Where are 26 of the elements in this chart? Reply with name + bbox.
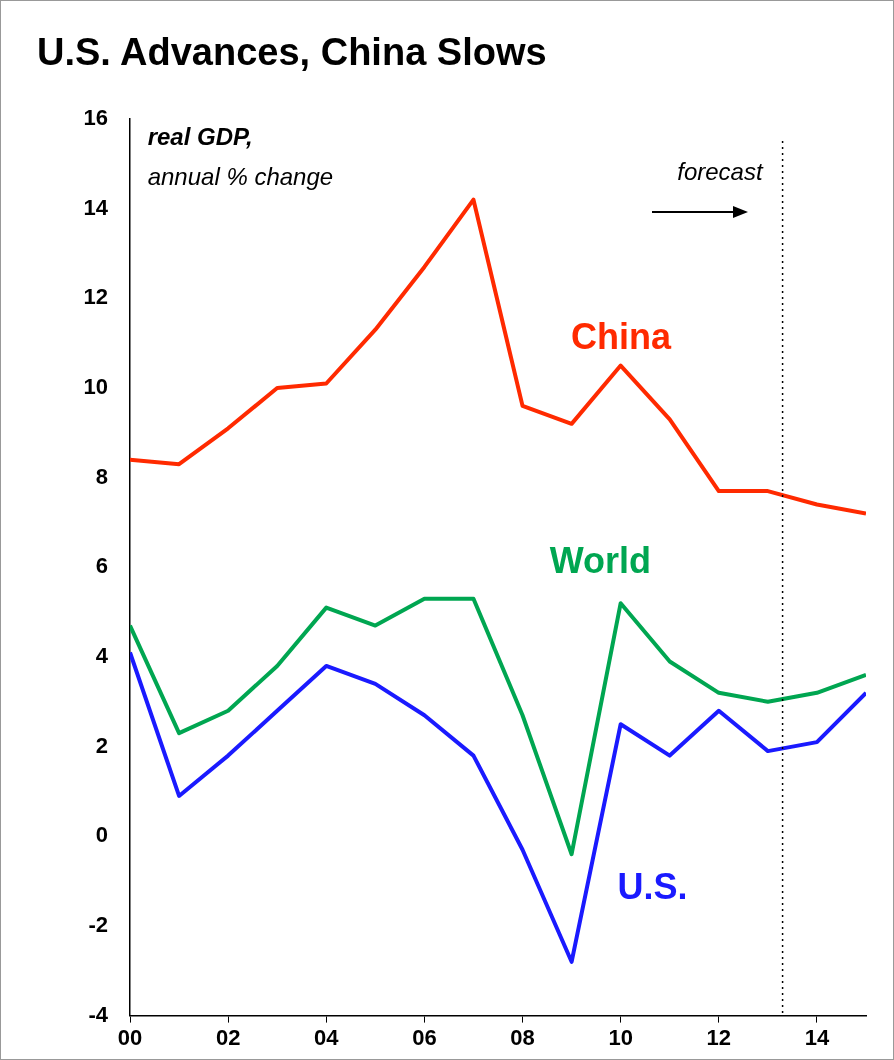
y-tick-label: 0 <box>95 822 108 848</box>
annotation: annual % change <box>147 162 334 190</box>
series-label: China <box>570 315 672 357</box>
y-tick-label: 14 <box>83 194 109 220</box>
x-tick-label: 12 <box>706 1024 732 1050</box>
series-label: World <box>549 539 651 581</box>
y-tick-label: 10 <box>83 374 108 400</box>
annotation: real GDP, <box>147 123 253 151</box>
y-tick-label: 6 <box>95 553 108 579</box>
x-tick-label: 00 <box>117 1024 143 1050</box>
x-tick-label: 02 <box>215 1024 241 1050</box>
x-tick-label: 06 <box>412 1024 437 1050</box>
series-label: U.S. <box>617 866 688 908</box>
y-tick-label: 8 <box>95 463 108 489</box>
x-tick-label: 10 <box>608 1024 633 1050</box>
y-tick-label: 16 <box>83 105 108 131</box>
y-tick-label: 2 <box>95 732 108 758</box>
y-tick-label: 4 <box>95 643 109 669</box>
y-tick-label: 12 <box>83 284 108 310</box>
y-tick-label: -2 <box>88 912 108 937</box>
y-tick-label: -4 <box>88 1001 109 1027</box>
x-tick-label: 08 <box>510 1024 535 1050</box>
x-tick-label: 14 <box>804 1024 830 1050</box>
x-tick-label: 04 <box>314 1024 340 1050</box>
chart-title: U.S. Advances, China Slows <box>37 31 547 74</box>
ref-line-label: forecast <box>677 157 764 185</box>
